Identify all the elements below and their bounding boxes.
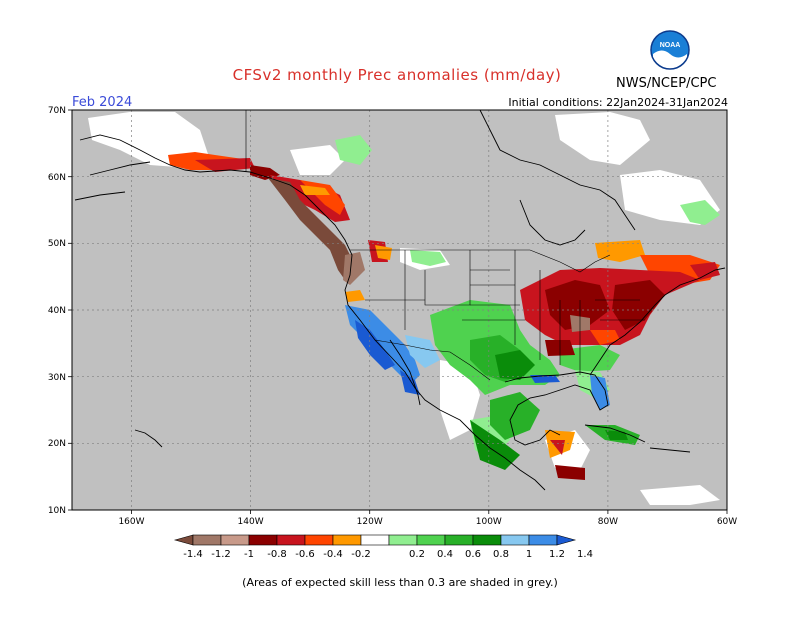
- colorbar-label: -0.2: [351, 549, 371, 560]
- colorbar-label: -0.6: [295, 549, 315, 560]
- colorbar-label: 0.6: [465, 549, 481, 560]
- lat-label: 10N: [48, 506, 66, 516]
- lon-label: 140W: [238, 517, 264, 527]
- colorbar-swatch: [472, 534, 502, 546]
- colorbar-label: -0.4: [323, 549, 343, 560]
- colorbar: -1.4 -1.2 -1 -0.8 -0.6 -0.4 -0.2 0.2 0.4 0.6 0.8 1 1…: [173, 534, 593, 560]
- axis-ticks: [68, 109, 728, 514]
- lat-label: 30N: [48, 373, 66, 383]
- political-borders: [245, 110, 645, 381]
- colorbar-label: -0.8: [267, 549, 287, 560]
- colorbar-swatch: [360, 534, 390, 546]
- colorbar-swatch: [276, 534, 306, 546]
- longitude-labels: 160W 140W 120W 100W 80W 60W: [118, 517, 737, 527]
- colorbar-label: 1.2: [549, 549, 565, 560]
- colorbar-label: 0.2: [409, 549, 425, 560]
- colorbar-swatch: [304, 534, 334, 546]
- colorbar-label: -1.4: [183, 549, 203, 560]
- lat-label: 20N: [48, 439, 66, 449]
- lon-label: 100W: [476, 517, 502, 527]
- colorbar-swatch: [500, 534, 530, 546]
- colorbar-swatch: [192, 534, 222, 546]
- lat-label: 60N: [48, 173, 66, 183]
- logo-text: NOAA: [660, 42, 681, 49]
- footnote: (Areas of expected skill less than 0.3 a…: [242, 576, 558, 589]
- agency-label: NWS/NCEP/CPC: [616, 76, 717, 91]
- colorbar-label: 0.4: [437, 549, 453, 560]
- lon-label: 160W: [118, 517, 144, 527]
- colorbar-label: 1: [526, 549, 532, 560]
- colorbar-label: 0.8: [493, 549, 509, 560]
- colorbar-arrow-right: [556, 534, 577, 546]
- lat-label: 40N: [48, 306, 66, 316]
- colorbar-swatch: [528, 534, 558, 546]
- colorbar-swatch: [332, 534, 362, 546]
- noaa-logo: NOAA: [650, 30, 690, 70]
- latitude-labels: 70N 60N 50N 40N 30N 20N 10N: [48, 106, 66, 516]
- colorbar-swatch: [416, 534, 446, 546]
- map-title: CFSv2 monthly Prec anomalies (mm/day): [232, 66, 562, 84]
- colorbar-swatch: [388, 534, 418, 546]
- coastlines: [74, 109, 726, 491]
- dry-northwest-areas: [168, 152, 392, 302]
- lon-label: 120W: [357, 517, 383, 527]
- lon-label: 60W: [717, 517, 737, 527]
- lat-label: 70N: [48, 106, 66, 116]
- colorbar-label: 1.4: [577, 549, 593, 560]
- lat-label: 50N: [48, 239, 66, 249]
- colorbar-swatch: [248, 534, 278, 546]
- wet-blue-areas: [345, 305, 610, 410]
- wet-green-areas: [430, 300, 620, 470]
- colorbar-label: -1: [244, 549, 254, 560]
- colorbar-swatch: [444, 534, 474, 546]
- colorbar-swatch: [220, 534, 250, 546]
- forecast-month: Feb 2024: [72, 95, 133, 110]
- colorbar-label: -1.2: [211, 549, 231, 560]
- lon-label: 80W: [598, 517, 618, 527]
- lat-lon-grid: [72, 110, 727, 510]
- colorbar-arrow-left: [173, 534, 194, 546]
- initial-conditions: Initial conditions: 22Jan2024-31Jan2024: [508, 96, 728, 109]
